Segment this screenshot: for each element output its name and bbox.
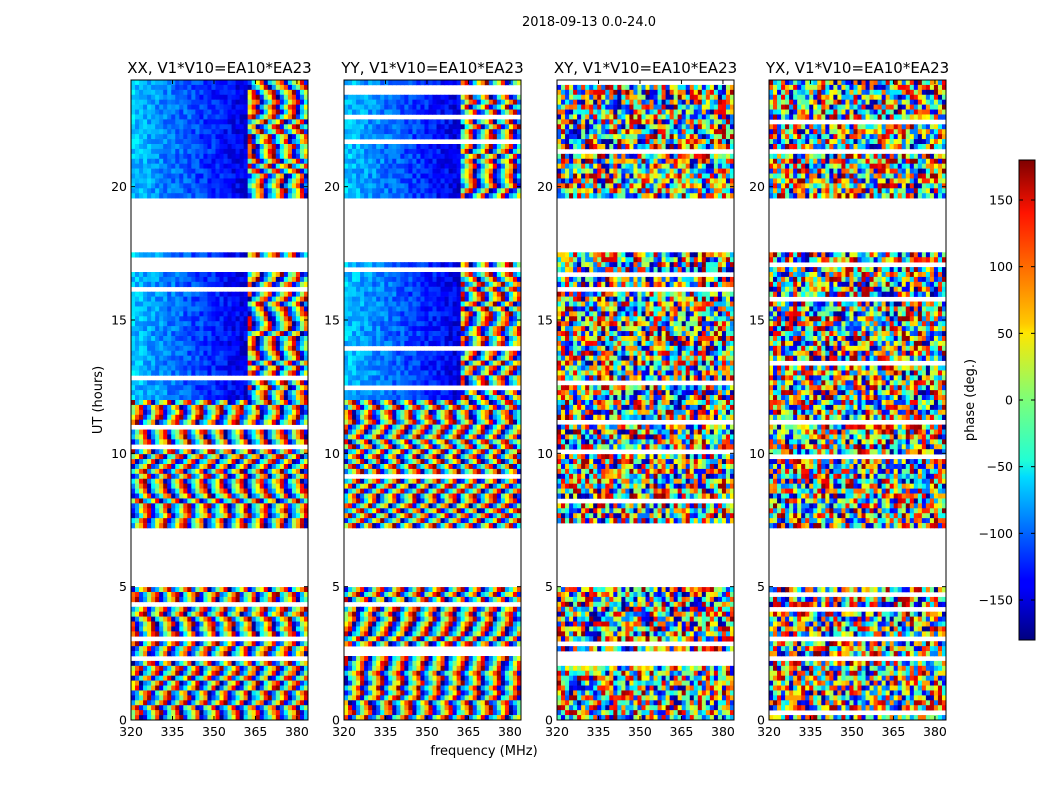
panel-frame <box>556 79 735 721</box>
x-tick-label: 320 <box>119 724 143 739</box>
x-tick-label: 320 <box>332 724 356 739</box>
y-tick-label: 10 <box>111 446 127 461</box>
panel-frame <box>768 79 947 721</box>
x-tick-label: 335 <box>587 724 611 739</box>
panels-group: XX, V1*V10=EA10*EA23 320 335 350 365 380 0 5 10 1… <box>111 59 949 739</box>
colorbar-tick-label: 100 <box>989 259 1013 274</box>
y-tick-label: 0 <box>332 713 340 728</box>
colorbar-tick-label: −100 <box>979 526 1013 541</box>
x-tick-label: 335 <box>374 724 398 739</box>
x-tick-label: 365 <box>457 724 481 739</box>
x-tick-label: 365 <box>670 724 694 739</box>
y-tick-label: 20 <box>537 179 553 194</box>
y-tick-label: 20 <box>749 179 765 194</box>
panel-frame <box>343 79 522 721</box>
x-tick-label: 350 <box>840 724 864 739</box>
colorbar: −150 −100 −50 0 50 100 150 phase (deg.) <box>963 159 1036 641</box>
colorbar-label: phase (deg.) <box>963 359 978 441</box>
x-tick-label: 380 <box>711 724 735 739</box>
x-tick-label: 320 <box>545 724 569 739</box>
y-tick-label: 15 <box>111 313 127 328</box>
phase-heatmap <box>344 80 521 720</box>
colorbar-tick-label: −150 <box>979 593 1013 608</box>
y-tick-label: 10 <box>324 446 340 461</box>
x-tick-label: 350 <box>628 724 652 739</box>
panel-3: XY, V1*V10=EA10*EA23 320 335 350 365 380 0 5 10 1… <box>537 59 737 739</box>
panel-2: YY, V1*V10=EA10*EA23 320 335 350 365 380 0 5 10 1… <box>324 59 524 739</box>
figure-suptitle: 2018-09-13 0.0-24.0 <box>522 15 656 30</box>
y-tick-label: 0 <box>545 713 553 728</box>
panel-title: XX, V1*V10=EA10*EA23 <box>127 59 311 77</box>
panel-title: XY, V1*V10=EA10*EA23 <box>554 59 737 77</box>
y-tick-label: 15 <box>537 313 553 328</box>
panel-frame <box>130 79 309 721</box>
phase-heatmap <box>557 80 734 720</box>
y-tick-label: 20 <box>111 179 127 194</box>
x-tick-label: 335 <box>799 724 823 739</box>
y-tick-label: 10 <box>749 446 765 461</box>
x-tick-label: 350 <box>415 724 439 739</box>
x-tick-label: 380 <box>923 724 947 739</box>
y-tick-label: 5 <box>545 579 553 594</box>
panel-4: YX, V1*V10=EA10*EA23 320 335 350 365 380 0 5 10 1… <box>749 59 949 739</box>
phase-heatmap <box>131 80 308 720</box>
y-tick-label: 15 <box>324 313 340 328</box>
y-tick-label: 20 <box>324 179 340 194</box>
colorbar-tick-label: 150 <box>989 193 1013 208</box>
colorbar-tick-label: 0 <box>1005 393 1013 408</box>
y-tick-label: 5 <box>119 579 127 594</box>
x-tick-label: 365 <box>244 724 268 739</box>
colorbar-ticks: −150 −100 −50 0 50 100 150 <box>979 193 1035 608</box>
y-tick-label: 5 <box>757 579 765 594</box>
y-tick-label: 15 <box>749 313 765 328</box>
panel-title: YY, V1*V10=EA10*EA23 <box>340 59 523 77</box>
colorbar-tick-label: −50 <box>987 459 1013 474</box>
y-tick-label: 0 <box>757 713 765 728</box>
y-tick-label: 5 <box>332 579 340 594</box>
x-tick-label: 350 <box>202 724 226 739</box>
panel-1: XX, V1*V10=EA10*EA23 320 335 350 365 380 0 5 10 1… <box>111 59 312 739</box>
x-tick-label: 365 <box>882 724 906 739</box>
panel-title: YX, V1*V10=EA10*EA23 <box>765 59 949 77</box>
x-tick-label: 320 <box>757 724 781 739</box>
y-tick-label: 10 <box>537 446 553 461</box>
x-tick-label: 380 <box>498 724 522 739</box>
colorbar-tick-label: 50 <box>997 326 1013 341</box>
phase-heatmap <box>769 80 946 720</box>
y-tick-label: 0 <box>119 713 127 728</box>
x-tick-label: 380 <box>285 724 309 739</box>
x-tick-label: 335 <box>161 724 185 739</box>
y-axis-label: UT (hours) <box>91 366 106 434</box>
x-axis-label: frequency (MHz) <box>430 744 537 759</box>
